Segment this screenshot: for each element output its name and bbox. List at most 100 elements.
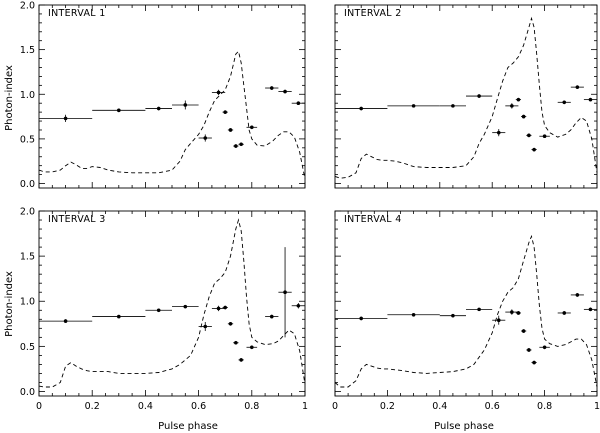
x-tick-label: 0.4 [432,401,447,412]
point-marker [223,305,227,310]
point-marker [451,104,455,108]
data-point [265,86,279,90]
plot-frame [334,4,598,189]
x-tick-label: 0.2 [85,401,100,412]
plot-frame [38,210,306,397]
data-point [466,94,493,98]
data-point [233,340,239,345]
data-point [222,305,228,310]
point-marker [234,340,238,345]
point-marker [496,318,501,322]
point-marker [296,303,301,308]
point-marker [542,345,547,350]
pulse-profile-line [334,234,598,388]
point-marker [234,144,238,148]
point-marker [228,128,233,132]
point-marker [521,329,526,333]
data-point [515,97,522,102]
y-tick-label: 1.5 [20,252,35,263]
point-marker [223,110,227,114]
data-point [291,303,305,309]
data-point [92,108,146,113]
data-point [233,144,239,148]
pulse-profile-line [38,218,306,388]
point-marker [359,106,364,111]
data-point [238,142,244,147]
data-point [570,293,584,297]
point-marker [542,134,547,139]
data-point [539,345,550,350]
data-point [172,100,199,110]
data-point [387,312,440,317]
data-point [466,307,493,312]
data-point [211,305,226,312]
data-point [531,360,537,365]
point-marker [510,104,514,108]
data-point [439,104,466,108]
data-point [335,106,388,111]
data-point [526,348,532,352]
point-marker [588,97,593,102]
data-point [539,134,550,139]
point-marker [527,348,531,352]
point-marker [117,314,121,319]
point-marker [411,312,416,317]
x-tick-label: 0 [332,401,338,412]
point-marker [228,322,233,326]
pulse-profile-line [334,16,598,179]
y-axis-title: Photon-index [4,65,15,131]
point-marker [562,311,567,315]
panel-interval-3: INTERVAL 3 0.0 0.5 1.0 1.5 2.0 0 0.2 0.4 0.6 0.8 1 [20,207,308,413]
point-marker [203,136,208,140]
point-marker [562,100,567,105]
data-point [521,114,527,119]
x-tick-label: 0.2 [380,401,395,412]
point-marker [283,89,287,94]
y-tick-label: 1.0 [20,90,35,101]
x-axis-title: Pulse phase [158,421,218,432]
panel-interval-1: INTERVAL 1 0.0 0.5 1.0 1.5 2.0 [20,1,306,190]
point-marker [411,104,416,108]
panel-interval-4: INTERVAL 4 0 0.2 0.4 0.6 0.8 1 [332,210,600,412]
point-marker [156,308,161,313]
data-point [278,247,292,338]
point-marker [117,108,121,113]
point-marker [203,324,208,329]
x-tick-label: 0.6 [485,401,500,412]
x-tick-label: 0.8 [244,401,259,412]
point-marker [239,358,243,362]
x-tick-label: 1 [594,401,600,412]
data-point [278,89,292,94]
data-point [557,311,571,315]
point-marker [63,116,68,121]
pulse-profile-line [38,50,306,180]
data-point [92,314,146,319]
data-point [515,311,522,315]
point-marker [156,106,161,111]
point-marker [63,319,68,323]
data-point [583,307,597,312]
y-tick-label: 2.0 [20,207,35,218]
point-marker [183,103,188,107]
data-point [246,345,258,350]
point-marker [359,316,364,321]
data-point [211,89,226,96]
data-point [227,128,234,132]
point-marker [575,85,580,89]
point-marker [516,311,521,315]
point-marker [575,293,580,297]
point-marker [269,314,274,319]
y-tick-label: 2.0 [20,1,35,12]
data-point [570,85,584,89]
data-point [291,101,305,105]
x-tick-label: 0.6 [191,401,206,412]
data-point [39,114,93,122]
y-tick-label: 1.5 [20,45,35,56]
point-marker [532,360,536,365]
data-point [222,110,228,114]
point-marker [216,90,221,95]
data-point [531,147,537,152]
data-point [526,133,532,138]
data-point [227,322,234,326]
